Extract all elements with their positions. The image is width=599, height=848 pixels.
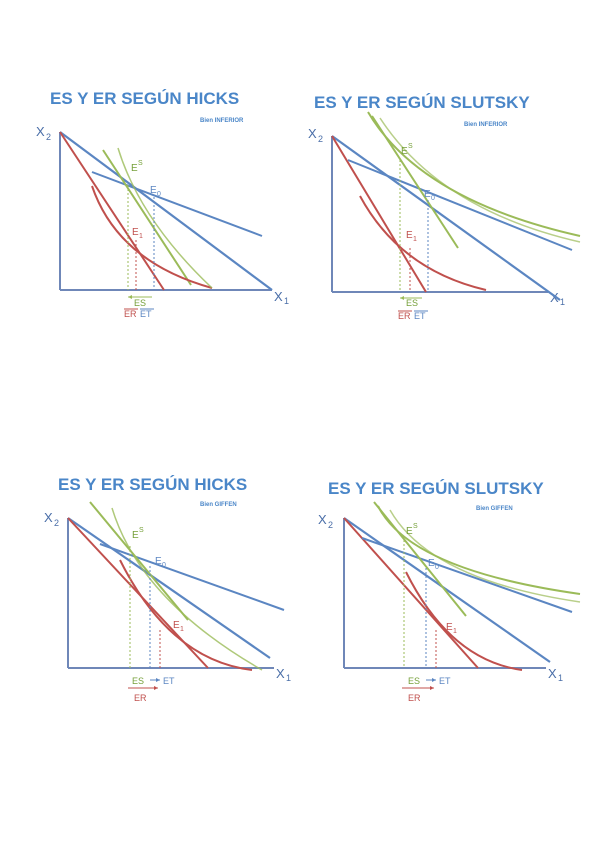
budget-line-initial [343,517,551,663]
point-es-sup: S [139,527,144,534]
x-axis-label: X [548,666,557,681]
indifference-curve-initial [117,147,213,289]
point-e1-label: E [446,622,453,633]
point-e1-sub: 1 [180,626,184,633]
point-es-sup: S [138,160,143,167]
point-es-label: E [132,530,139,541]
es-label: ES [132,676,144,686]
panel-title: ES Y ER SEGÚN SLUTSKY [328,479,544,498]
et-label: ET [414,311,426,321]
et-arrowhead [432,678,436,682]
indifference-curve-final [91,185,213,289]
point-e0-sub: 0 [157,191,161,198]
indifference-curve-initial [377,505,581,595]
y-axis-label-sub: 2 [318,134,323,144]
compensated-line [347,159,573,251]
compensated-line [361,537,573,613]
er-label: ER [134,693,147,703]
point-e0-sub: 0 [431,195,435,202]
er-arrowhead [430,686,434,690]
indifference-curve-compensated [389,509,581,603]
point-e1-label: E [173,620,180,631]
panel-slutsky-inferior: ES Y ER SEGÚN SLUTSKY Bien INFERIOR X 2 … [300,0,599,340]
budget-line-final [331,135,427,293]
indifference-curve-final [405,571,523,671]
y-axis-label-sub: 2 [328,520,333,530]
point-e1-label: E [406,230,413,241]
x-axis-label-sub: 1 [286,673,291,683]
es-arrowhead [400,296,404,300]
budget-line-initial [67,517,271,659]
y-axis-label-sub: 2 [54,518,59,528]
es-label: ES [408,676,420,686]
panel-hicks-inferior: ES Y ER SEGÚN HICKS Bien INFERIOR X 2 X … [0,0,300,340]
diagram-hicks-giffen: ES Y ER SEGÚN HICKS Bien GIFFEN X 2 X 1 … [44,475,291,703]
point-e1-label: E [132,227,139,238]
indifference-curve-compensated [379,117,581,243]
compensated-line [91,171,263,237]
panel-title: ES Y ER SEGÚN SLUTSKY [314,93,530,112]
panel-subtitle: Bien INFERIOR [200,118,244,124]
x-axis-label: X [550,290,559,305]
panel-subtitle: Bien GIFFEN [476,506,513,512]
er-label: ER [124,309,137,319]
x-axis-label-sub: 1 [560,297,565,307]
y-axis-label: X [44,510,53,525]
indifference-curve-es [89,501,189,621]
compensated-line [99,543,285,611]
et-arrowhead [156,678,160,682]
point-e1-sub: 1 [453,628,457,635]
point-es-label: E [406,526,413,537]
point-es-label: E [401,146,408,157]
x-axis-label-sub: 1 [558,673,563,683]
panel-slutsky-giffen: ES Y ER SEGÚN SLUTSKY Bien GIFFEN X 2 X … [300,460,599,720]
point-e0-label: E [428,558,435,569]
y-axis-label: X [308,126,317,141]
er-label: ER [408,693,421,703]
es-label: ES [406,298,418,308]
et-label: ET [439,676,451,686]
panel-hicks-giffen: ES Y ER SEGÚN HICKS Bien GIFFEN X 2 X 1 … [0,460,300,720]
point-e0-sub: 0 [435,564,439,571]
es-label: ES [134,298,146,308]
point-e1-sub: 1 [139,233,143,240]
x-axis-label-sub: 1 [284,296,289,306]
indifference-curve-final [359,195,487,291]
panel-subtitle: Bien GIFFEN [200,502,237,508]
diagram-slutsky-inferior: ES Y ER SEGÚN SLUTSKY Bien INFERIOR X 2 … [308,93,581,321]
x-axis-label: X [276,666,285,681]
er-label: ER [398,311,411,321]
es-arrowhead [128,295,132,299]
panel-subtitle: Bien INFERIOR [464,122,508,128]
y-axis-label: X [318,512,327,527]
point-e1-sub: 1 [413,236,417,243]
point-e0-sub: 0 [162,562,166,569]
x-axis-label: X [274,289,283,304]
point-es-label: E [131,163,138,174]
point-es-sup: S [413,523,418,530]
point-e0-label: E [424,189,431,200]
y-axis-label: X [36,124,45,139]
panel-title: ES Y ER SEGÚN HICKS [50,89,239,108]
budget-line-initial [331,135,561,301]
indifference-curve-initial [111,507,263,671]
point-e0-label: E [150,185,157,196]
budget-line-initial [59,131,273,291]
diagram-slutsky-giffen: ES Y ER SEGÚN SLUTSKY Bien GIFFEN X 2 X … [318,479,581,703]
er-arrowhead [154,686,158,690]
panel-title: ES Y ER SEGÚN HICKS [58,475,247,494]
indifference-curve-final [119,559,253,671]
et-label: ET [163,676,175,686]
budget-line-final [59,131,165,291]
indifference-curve-es [102,149,192,286]
diagram-hicks-inferior: ES Y ER SEGÚN HICKS Bien INFERIOR X 2 X … [36,89,289,319]
y-axis-label-sub: 2 [46,132,51,142]
point-es-sup: S [408,143,413,150]
budget-line-final [343,517,479,669]
indifference-curve-es [373,501,467,617]
et-label: ET [140,309,152,319]
point-e0-label: E [155,556,162,567]
